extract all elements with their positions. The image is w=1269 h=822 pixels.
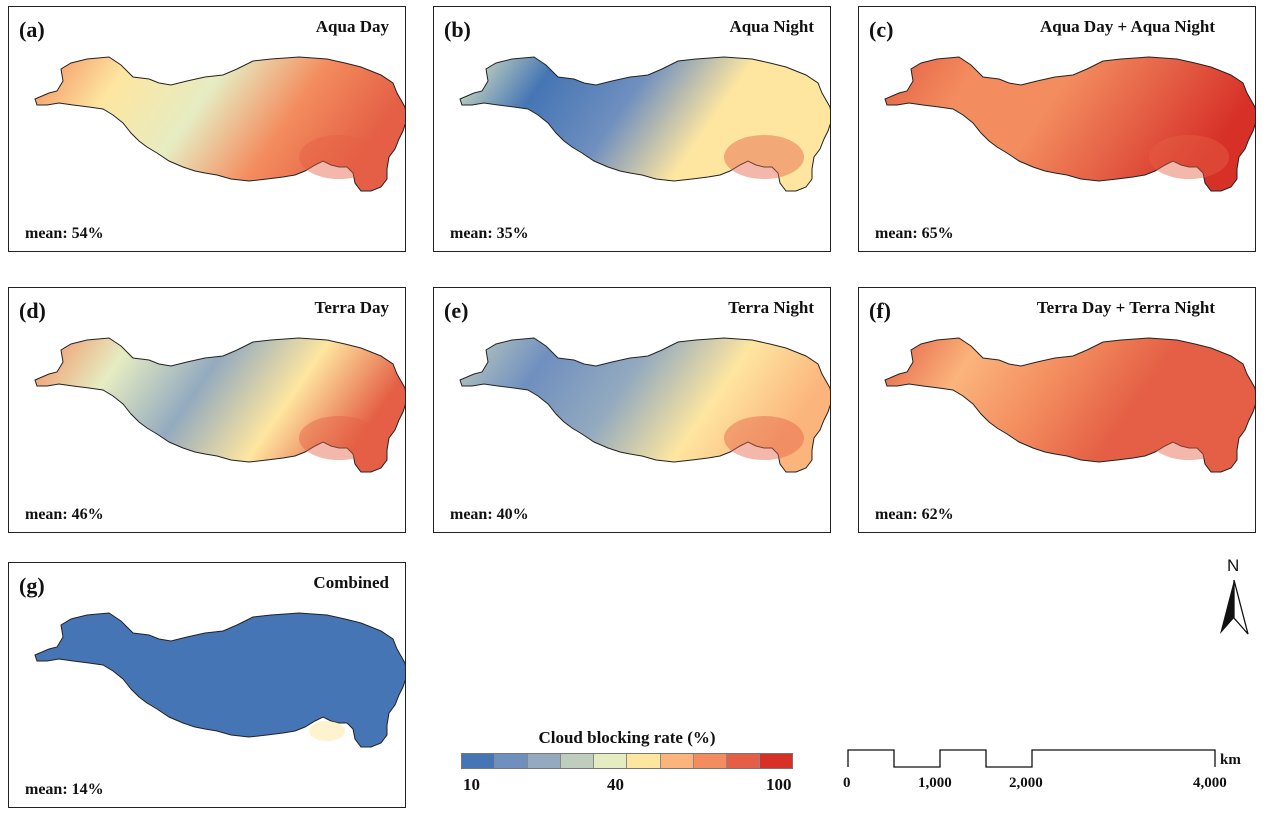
scale-label-0: 0 [843,775,851,791]
map-d [34,337,405,473]
panel-label: (f) [869,298,891,323]
colorbar-tick-min: 10 [463,775,480,794]
colorbar-title: Cloud blocking rate (%) [538,728,716,747]
scale-bar [847,749,1216,768]
panel-mean: mean: 35% [450,225,529,242]
panel-label: (e) [444,298,469,323]
panel-label: (c) [869,17,894,42]
map-a [34,56,405,192]
colorbar-swatch [528,754,562,768]
colorbar [461,753,793,769]
plateau-region [459,337,830,473]
high-rate-patch [724,135,804,179]
colorbar-swatch [759,754,792,768]
plateau-region [459,56,830,192]
colorbar-swatch [462,754,496,768]
panel-label: (d) [19,298,46,323]
map-f [884,337,1255,473]
plateau-region [34,56,405,192]
panel-mean: mean: 62% [875,506,954,523]
colorbar-swatch [726,754,760,768]
panel-g: (g) Combined mean: 14% [8,562,406,808]
panel-f: (f) Terra Day + Terra Night mean: 62% [858,287,1256,533]
colorbar-tick-mid: 40 [607,775,624,794]
panel-title: Aqua Day + Aqua Night [1039,17,1215,36]
scale-bar-line [847,749,1216,768]
panel-b: (b) Aqua Night mean: 35% [433,6,831,252]
north-letter: N [1227,556,1240,575]
panel-d: (d) Terra Day mean: 46% [8,287,406,533]
colorbar-swatch [693,754,727,768]
high-rate-patch [1149,416,1229,460]
map-e [459,337,830,473]
scale-label-4000: 4,000 [1193,775,1227,791]
panel-label: (g) [19,573,45,598]
scale-label-2000: 2,000 [1009,775,1043,791]
panel-mean: mean: 65% [875,225,954,242]
colorbar-swatch [495,754,529,768]
panel-title: Aqua Night [729,17,814,36]
high-rate-patch [1149,135,1229,179]
map-c [884,56,1255,192]
colorbar-tick-max: 100 [766,775,792,794]
panel-mean: mean: 46% [25,506,104,523]
map-b [459,56,830,192]
panel-label: (b) [444,17,471,42]
panel-mean: mean: 54% [25,225,104,242]
panel-title: Aqua Day [315,17,389,36]
north-arrow-icon [1220,579,1249,635]
colorbar-swatch [627,754,661,768]
map-g [34,612,405,748]
plateau-region [34,612,405,748]
panel-mean: mean: 40% [450,506,529,523]
panel-e: (e) Terra Night mean: 40% [433,287,831,533]
plateau-region [884,337,1255,473]
panel-title: Terra Day + Terra Night [1036,298,1215,317]
high-rate-patch [299,135,379,179]
colorbar-swatch [561,754,595,768]
high-rate-patch [299,416,379,460]
scale-label-1000: 1,000 [918,775,952,791]
panel-label: (a) [19,17,45,42]
plateau-region [34,337,405,473]
panel-title: Terra Day [314,298,389,317]
plateau-region [884,56,1255,192]
colorbar-swatch [660,754,694,768]
colorbar-swatch [594,754,628,768]
high-rate-patch [309,721,345,741]
panel-c: (c) Aqua Day + Aqua Night mean: 65% [858,6,1256,252]
panel-title: Terra Night [728,298,814,317]
scale-unit: km [1220,752,1241,768]
panel-title: Combined [313,573,389,592]
panel-mean: mean: 14% [25,781,104,798]
high-rate-patch [724,416,804,460]
panel-a: (a) Aqua Day mean: 54% [8,6,406,252]
